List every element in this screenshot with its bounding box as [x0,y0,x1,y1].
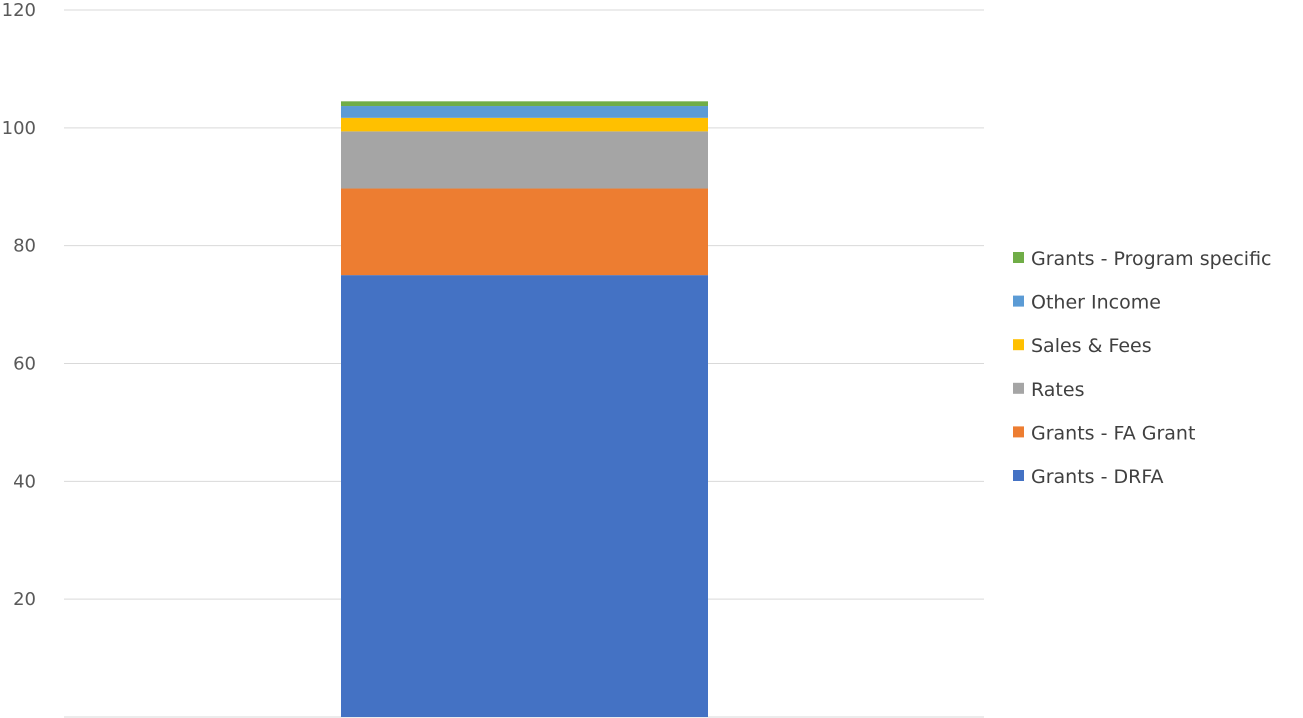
y-tick-label: 80 [13,236,36,257]
bar-segment-grants-fa-grant [341,188,708,276]
y-tick-label: 100 [2,118,36,139]
legend-swatch [1013,339,1024,351]
legend-swatch [1013,252,1024,263]
y-tick-label: 20 [13,589,36,610]
bar-segment-rates [341,131,708,189]
legend-label: Rates [1031,379,1084,401]
bar-stack [341,101,708,717]
legend-swatch [1013,295,1024,307]
y-tick-label: 120 [2,0,36,21]
bar-segment-grants-drfa [341,275,708,717]
legend-label: Grants - Program specific [1031,248,1272,270]
y-axis-ticks: 20 40 60 80 100 120 [2,0,36,610]
legend-label: Other Income [1031,292,1161,314]
legend-swatch [1013,426,1024,438]
y-tick-label: 60 [13,354,36,375]
legend-swatch [1013,470,1024,481]
bar-segment-grants-program-specific [341,101,708,107]
legend-label: Sales & Fees [1031,335,1152,357]
bar-segment-sales-fees [341,117,708,132]
y-tick-label: 40 [13,471,36,492]
bar-segment-other-income [341,106,708,118]
legend-label: Grants - FA Grant [1031,422,1195,444]
legend: Grants - Program specific Other Income Sal… [1013,248,1272,488]
legend-swatch [1013,382,1024,394]
legend-label: Grants - DRFA [1031,466,1164,488]
